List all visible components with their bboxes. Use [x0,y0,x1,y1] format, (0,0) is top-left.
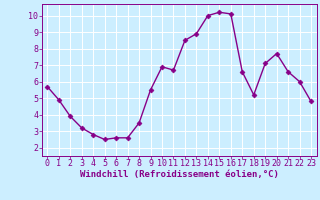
X-axis label: Windchill (Refroidissement éolien,°C): Windchill (Refroidissement éolien,°C) [80,170,279,179]
